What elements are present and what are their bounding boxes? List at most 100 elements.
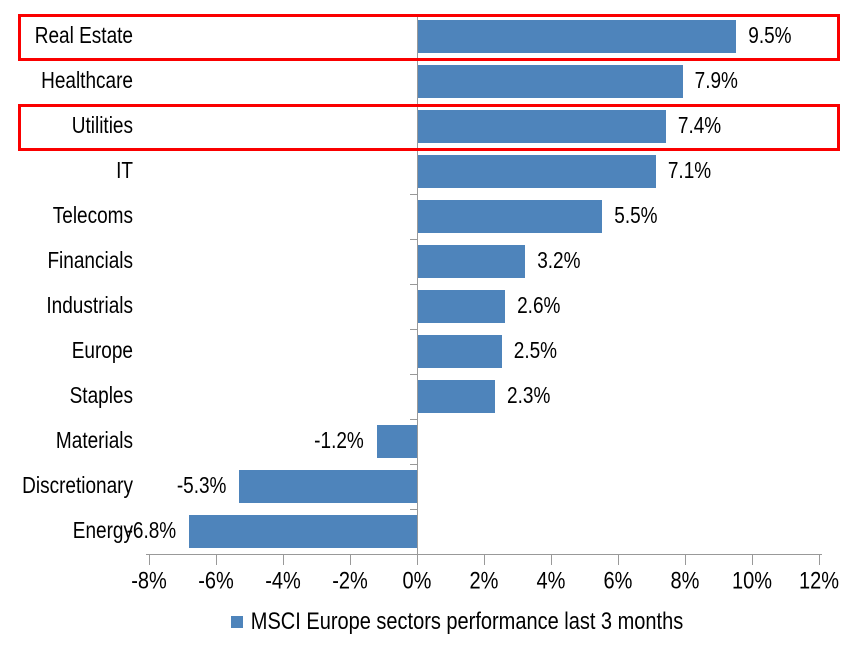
x-tick-label-text: 10% xyxy=(731,567,773,595)
y-axis-tick xyxy=(410,374,417,375)
value-label: 7.4% xyxy=(678,104,721,149)
highlight-box xyxy=(18,14,840,61)
x-tick-label: -8% xyxy=(109,567,189,595)
x-tick-label-text: -8% xyxy=(131,567,167,595)
category-label-text: Telecoms xyxy=(52,203,133,229)
x-axis-tick xyxy=(752,554,753,565)
x-tick-label: 0% xyxy=(377,567,457,595)
category-label-text: IT xyxy=(116,158,133,184)
bar xyxy=(418,155,656,188)
x-tick-label: 2% xyxy=(444,567,524,595)
category-label: Real Estate xyxy=(0,14,133,59)
value-label-text: 3.2% xyxy=(537,248,581,275)
bar xyxy=(418,335,502,368)
value-label: -1.2% xyxy=(314,419,364,464)
x-axis-tick xyxy=(484,554,485,565)
bar xyxy=(189,515,417,548)
x-axis-tick xyxy=(350,554,351,565)
x-tick-label-text: -2% xyxy=(332,567,368,595)
value-label: 9.5% xyxy=(748,14,791,59)
value-label-text: 2.6% xyxy=(517,293,561,320)
category-label: Financials xyxy=(0,239,133,284)
x-axis-tick xyxy=(819,554,820,565)
bar xyxy=(418,65,683,98)
value-label-text: 7.4% xyxy=(677,113,722,140)
value-label-text: 9.5% xyxy=(748,23,792,50)
x-axis-tick xyxy=(618,554,619,565)
y-axis-tick xyxy=(410,464,417,465)
value-label-text: 5.5% xyxy=(614,203,658,230)
value-label-text: 2.3% xyxy=(507,383,551,410)
category-label-text: Utilities xyxy=(71,113,133,139)
x-axis-tick xyxy=(216,554,217,565)
category-label: Utilities xyxy=(0,104,133,149)
x-tick-label: 6% xyxy=(578,567,658,595)
value-label-text: 7.1% xyxy=(667,158,712,185)
x-tick-label-text: 6% xyxy=(603,567,633,595)
x-tick-label-text: 0% xyxy=(402,567,432,595)
category-label-text: Industrials xyxy=(46,293,133,319)
category-label: Telecoms xyxy=(0,194,133,239)
value-label-text: 7.9% xyxy=(694,68,738,95)
x-tick-label-text: -4% xyxy=(265,567,301,595)
y-axis-tick xyxy=(410,194,417,195)
category-label: Discretionary xyxy=(0,464,133,509)
value-label: 2.5% xyxy=(514,329,557,374)
bar xyxy=(418,245,526,278)
bar xyxy=(418,380,496,413)
value-label-text: -1.2% xyxy=(314,428,364,455)
category-label: Energy xyxy=(0,509,133,554)
y-axis-tick xyxy=(410,419,417,420)
bar xyxy=(239,470,417,503)
x-tick-label-text: 4% xyxy=(536,567,566,595)
legend-marker-icon xyxy=(230,616,243,628)
value-label-text: -5.3% xyxy=(176,473,227,500)
x-axis-tick xyxy=(685,554,686,565)
category-label-text: Real Estate xyxy=(34,23,133,49)
highlight-box xyxy=(18,104,840,151)
category-label: Industrials xyxy=(0,284,133,329)
category-label: Staples xyxy=(0,374,133,419)
bar xyxy=(418,20,737,53)
bar xyxy=(418,290,506,323)
x-tick-label-text: 2% xyxy=(469,567,499,595)
category-label-text: Europe xyxy=(71,338,133,364)
value-label: 7.9% xyxy=(695,59,738,104)
x-tick-label: 4% xyxy=(511,567,591,595)
category-label: IT xyxy=(0,149,133,194)
x-tick-label: 12% xyxy=(779,567,852,595)
category-label-text: Discretionary xyxy=(22,473,133,499)
x-tick-label: 10% xyxy=(712,567,792,595)
x-tick-label: -4% xyxy=(243,567,323,595)
value-label: 3.2% xyxy=(537,239,580,284)
value-label: 2.3% xyxy=(507,374,550,419)
value-label-text: -6.8% xyxy=(126,518,177,545)
x-axis-tick xyxy=(551,554,552,565)
bar xyxy=(376,425,417,458)
x-tick-label-text: 8% xyxy=(670,567,700,595)
x-axis-line xyxy=(146,554,822,555)
value-label-text: 2.5% xyxy=(513,338,558,365)
y-axis-tick xyxy=(410,284,417,285)
x-axis-tick xyxy=(149,554,150,565)
value-label: -5.3% xyxy=(177,464,227,509)
category-label-text: Healthcare xyxy=(41,68,133,94)
legend: MSCI Europe sectors performance last 3 m… xyxy=(62,604,852,640)
category-label-text: Energy xyxy=(72,518,133,544)
category-label: Materials xyxy=(0,419,133,464)
value-label: 2.6% xyxy=(517,284,560,329)
y-axis-tick xyxy=(410,239,417,240)
y-axis-line xyxy=(417,14,418,565)
legend-label: MSCI Europe sectors performance last 3 m… xyxy=(250,607,684,635)
x-tick-label-text: -6% xyxy=(198,567,234,595)
value-label: 7.1% xyxy=(668,149,711,194)
category-label-text: Financials xyxy=(47,248,133,274)
x-tick-label: -6% xyxy=(176,567,256,595)
x-tick-label-text: 12% xyxy=(798,567,840,595)
value-label: 5.5% xyxy=(614,194,657,239)
x-tick-label: 8% xyxy=(645,567,725,595)
category-label: Healthcare xyxy=(0,59,133,104)
category-label: Europe xyxy=(0,329,133,374)
category-label-text: Staples xyxy=(69,383,133,409)
